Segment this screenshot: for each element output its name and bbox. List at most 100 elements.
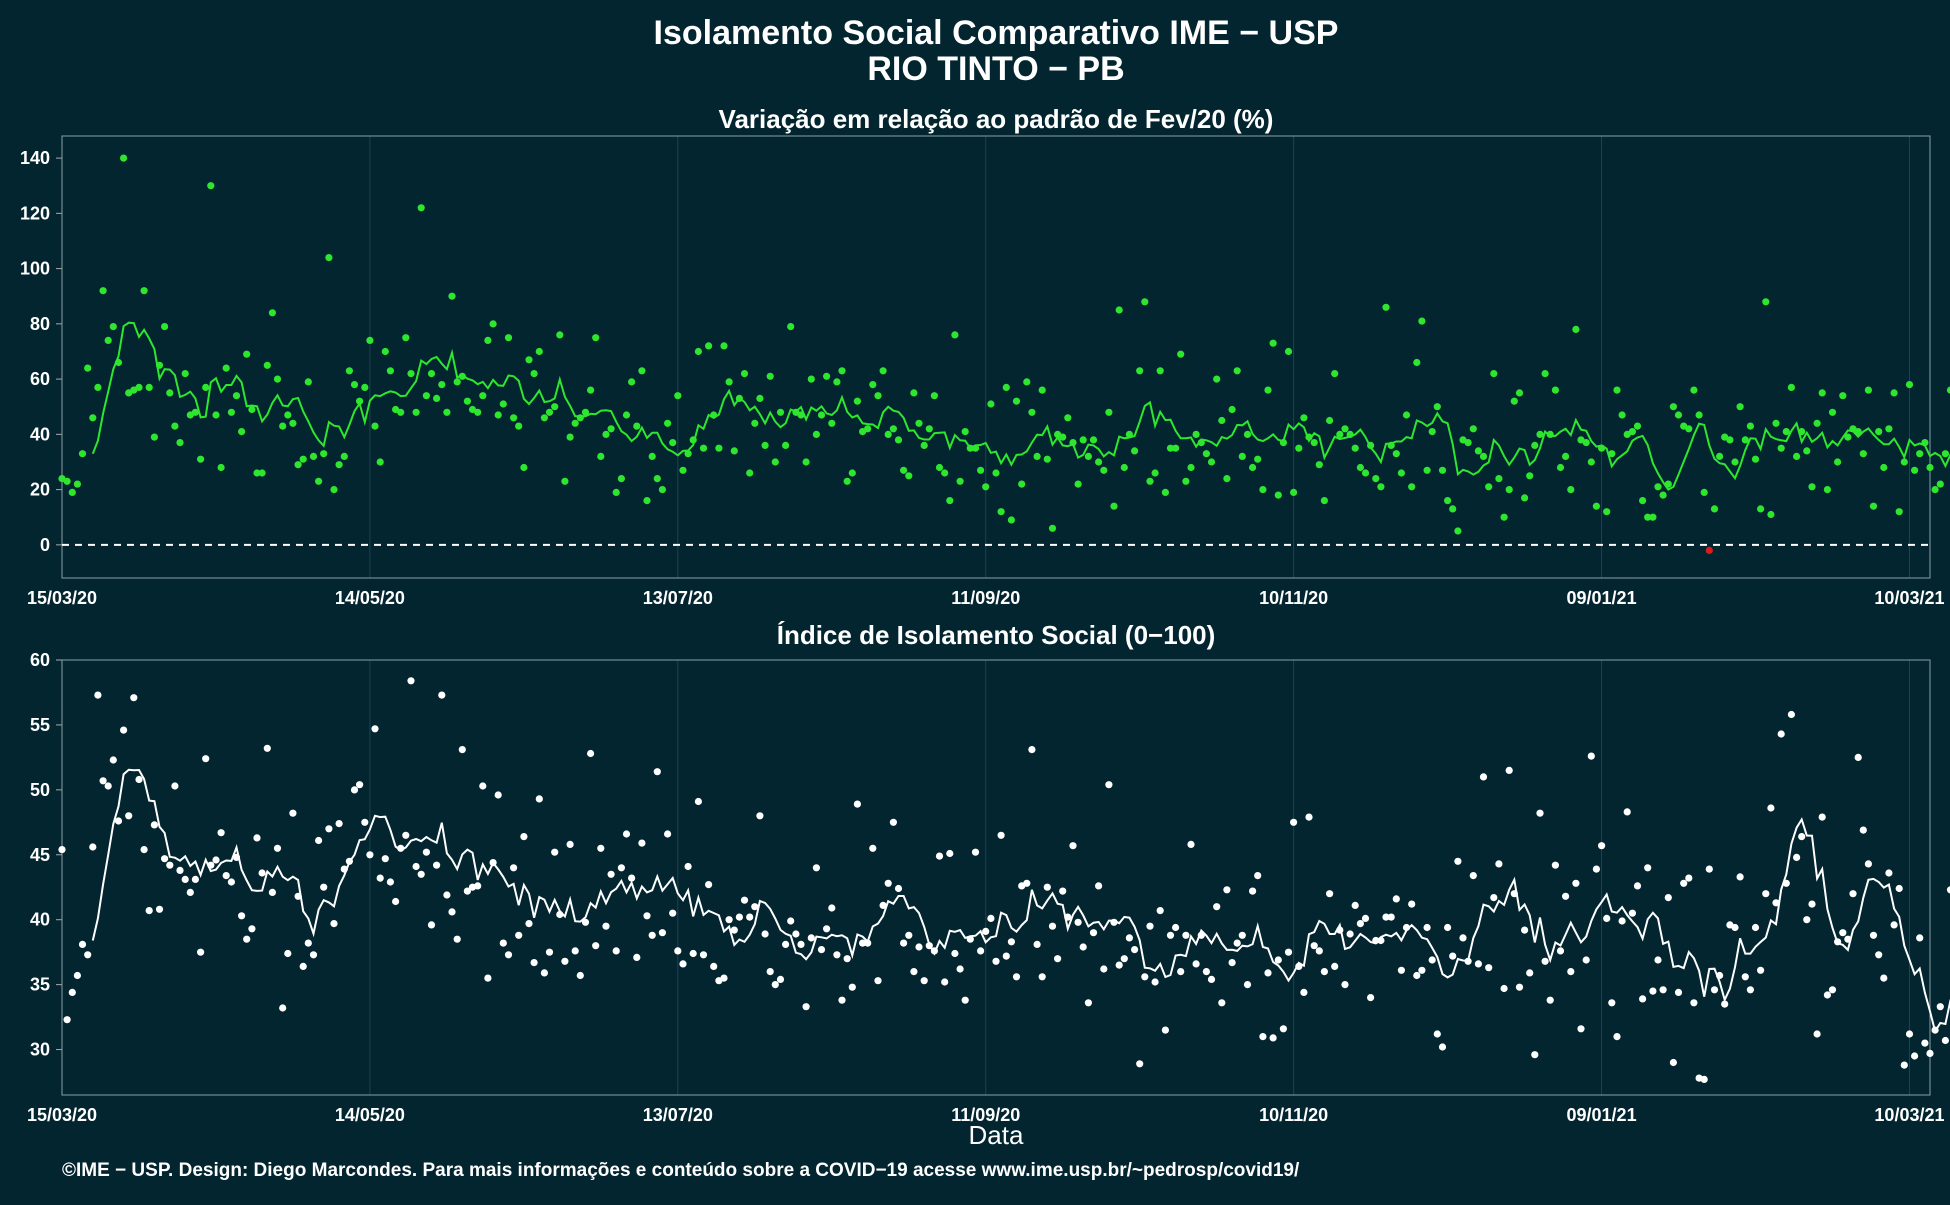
data-point [1798,428,1806,436]
data-point [1136,1060,1144,1068]
data-point [1731,458,1739,466]
data-point [273,375,282,383]
data-point [1490,894,1498,902]
data-point [402,831,410,839]
data-point [315,836,323,845]
data-point [474,408,482,416]
data-point [1059,433,1067,441]
data-point [1556,947,1565,955]
data-point [325,254,333,262]
data-point [114,358,123,367]
data-point [1818,389,1826,397]
data-point [73,480,81,488]
data-point [643,912,651,920]
data-point [1315,461,1323,469]
data-point [458,746,466,754]
data-point [1444,497,1452,505]
data-point [597,844,605,852]
data-point [725,378,733,386]
data-point [1839,929,1847,937]
data-point [817,411,826,419]
data-point [1444,923,1452,932]
data-point [1546,430,1554,438]
data-point [1172,444,1180,452]
data-point [176,866,184,875]
data-point [145,907,153,915]
data-point [1002,952,1010,960]
data-point [766,372,774,380]
data-point [499,400,507,408]
data-point [484,336,492,344]
data-point [853,397,862,405]
data-point [1880,974,1888,982]
data-point [243,935,251,943]
data-point [227,408,235,416]
data-point [648,452,656,460]
data-point [556,331,564,339]
data-point [879,901,887,910]
data-point [1695,411,1703,419]
data-point [1290,818,1298,826]
data-point [1716,452,1724,460]
data-point [1823,486,1831,494]
data-point [1649,513,1657,521]
data-point [1038,973,1046,981]
data-point [433,394,441,402]
data-point [1736,403,1744,411]
data-point [1916,450,1924,458]
data-point [735,913,744,921]
data-point [381,855,389,863]
data-point [1911,1052,1919,1060]
data-point [1941,450,1949,458]
data-point [1028,408,1036,416]
data-point [977,466,985,474]
data-point [622,411,631,419]
data-point [1295,962,1303,971]
data-point [1787,710,1795,719]
data-point [1690,999,1698,1007]
data-point [1705,546,1713,555]
data-point [792,930,800,938]
data-point [1700,1075,1708,1083]
data-point [284,949,292,958]
data-point [1869,931,1878,939]
data-point [330,486,338,494]
data-point [1166,444,1175,452]
data-point [992,469,1000,477]
x-tick-label: 09/01/21 [1567,588,1637,608]
data-point [1680,879,1688,887]
data-point [68,488,76,496]
data-point [140,846,148,854]
data-point [1367,441,1375,449]
data-point [1079,943,1087,951]
data-point [864,939,872,947]
data-point [1582,439,1590,447]
data-point [571,419,579,427]
data-point [1859,826,1867,834]
data-point [710,411,718,419]
data-point [987,400,995,408]
data-point [751,903,759,911]
data-point [335,820,343,828]
data-point [181,875,189,884]
data-point [879,367,887,375]
data-point [433,861,441,869]
data-point [725,916,733,924]
data-point [304,939,312,947]
data-point [941,978,949,986]
data-point [730,447,738,455]
data-point [1946,886,1950,894]
y-tick-label: 55 [30,715,50,735]
data-point [1479,773,1488,781]
moving-average-line [91,768,1950,1034]
data-point [1618,917,1626,925]
data-point [1654,956,1662,964]
data-point [592,942,600,950]
x-axis-label: Data [969,1120,1024,1150]
data-point [1808,900,1816,908]
data-point [1018,480,1026,488]
data-point [812,430,821,438]
data-point [63,477,71,485]
data-point [982,927,990,936]
